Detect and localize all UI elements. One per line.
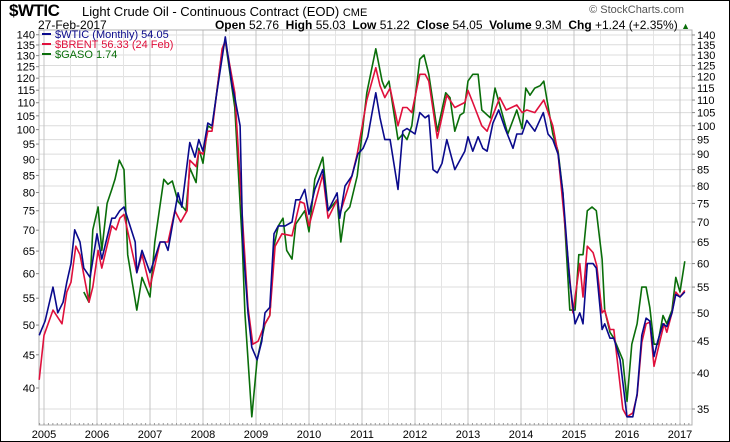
y-tick-label-left: 55 [23,293,35,305]
y-tick-label-left: 105 [17,111,35,123]
y-tick-label-right: 80 [697,181,709,193]
legend-swatch [42,52,51,55]
y-tick-label-right: 65 [697,237,709,249]
x-tick-label: 2015 [562,429,586,441]
up-triangle-icon: ▲ [681,21,690,31]
y-tick-label-right: 130 [697,50,715,62]
y-tick-label-left: 95 [23,139,35,151]
open-label: Open [214,18,246,32]
y-tick-label-right: 45 [697,336,709,348]
y-tick-label-right: 125 [697,61,715,73]
y-tick-label-left: 135 [17,40,35,52]
low-value: 51.22 [379,18,410,32]
y-tick-label-right: 50 [697,308,709,320]
y-tick-label-right: 55 [697,282,709,294]
x-tick-label: 2014 [509,429,533,441]
y-tick-label-right: 105 [697,108,715,120]
legend-item-wtic: $WTIC (Monthly) 54.05 [42,29,173,41]
volume-label: Volume [489,18,532,32]
close-label: Close [416,18,450,32]
y-tick-label-left: 40 [23,383,35,395]
y-tick-label-right: 135 [697,40,715,52]
chart-legend: $WTIC (Monthly) 54.05 $BRENT 56.33 (24 F… [42,29,174,61]
chg-label: Chg [568,18,592,32]
y-tick-label-left: 45 [23,350,35,362]
x-tick-label: 2006 [85,429,109,441]
y-tick-label-right: 60 [697,259,709,271]
x-tick-label: 2008 [191,429,215,441]
x-tick-label: 2011 [350,429,374,441]
y-tick-label-right: 100 [697,121,715,133]
x-tick-label: 2010 [297,429,321,441]
x-tick-label: 2009 [244,429,268,441]
ohlc-summary: Open 52.76 High 55.03 Low 51.22 Close 54… [215,18,690,32]
chart-symbol: $WTIC [9,1,60,20]
plot-border [38,29,693,426]
y-tick-label-left: 60 [23,269,35,281]
y-tick-label-left: 110 [17,98,35,110]
legend-swatch [42,42,51,45]
series-line-wtic [38,36,686,418]
x-tick-label: 2007 [138,429,162,441]
low-label: Low [352,18,377,32]
y-tick-label-right: 95 [697,135,709,147]
legend-label: $GASO 1.74 [55,49,118,61]
y-tick-label-left: 70 [23,225,35,237]
x-tick-label: 2005 [32,429,56,441]
stockcharts-watermark: © StockCharts.com [589,4,684,16]
series-line-gaso [83,40,686,418]
legend-item-brent: $BRENT 56.33 (24 Feb) [42,39,174,51]
y-tick-label-right: 120 [697,72,715,84]
y-tick-label-left: 80 [23,188,35,200]
legend-label: $WTIC (Monthly) 54.05 [55,29,169,41]
y-tick-label-left: 115 [17,85,35,97]
y-tick-label-right: 75 [697,198,709,210]
series-line-brent [38,40,686,418]
y-tick-label-left: 125 [17,62,35,74]
y-tick-label-right: 35 [697,404,709,416]
x-tick-label: 2013 [456,429,480,441]
legend-label: $BRENT 56.33 (24 Feb) [55,39,174,51]
chart-instrument-name: Light Crude Oil - Continuous Contract (E… [82,4,367,19]
chg-value: +1.24 (+2.35%) [595,18,678,32]
y-tick-label-right: 90 [697,149,709,161]
volume-value: 9.3M [534,18,562,32]
y-tick-label-left: 50 [23,320,35,332]
y-tick-label-right: 85 [697,165,709,177]
y-tick-label-left: 100 [17,125,35,137]
y-tick-label-left: 140 [17,30,35,42]
y-tick-label-right: 110 [697,95,715,107]
y-tick-label-left: 85 [23,170,35,182]
chart-date: 27-Feb-2017 [38,18,107,32]
close-value: 54.05 [452,18,483,32]
instrument-name: Light Crude Oil - Continuous Contract (E… [82,4,340,19]
x-tick-label: 2016 [615,429,639,441]
y-tick-label-right: 40 [697,368,709,380]
y-tick-label-right: 115 [697,83,715,95]
x-tick-label: 2017 [668,429,692,441]
y-tick-label-left: 75 [23,206,35,218]
open-value: 52.76 [248,18,279,32]
high-label: High [285,18,313,32]
legend-swatch [42,32,51,35]
legend-item-gaso: $GASO 1.74 [42,49,173,61]
high-value: 55.03 [315,18,346,32]
y-tick-label-right: 70 [697,217,709,229]
x-tick-label: 2012 [403,429,427,441]
y-tick-label-left: 65 [23,246,35,258]
y-tick-label-left: 130 [17,51,35,63]
y-tick-label-left: 90 [23,154,35,166]
y-tick-label-right: 140 [697,30,715,42]
exchange-label: CME [342,7,368,19]
y-tick-label-left: 120 [17,73,35,85]
